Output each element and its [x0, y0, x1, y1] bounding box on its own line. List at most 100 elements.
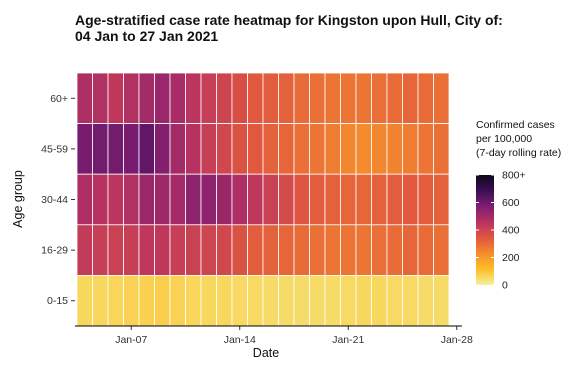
legend-title-line-2: per 100,000: [476, 133, 532, 145]
heatmap-cell: [355, 72, 372, 124]
heatmap-cell: [309, 224, 326, 276]
heatmap-cell: [386, 224, 403, 276]
heatmap-cell: [154, 123, 171, 175]
heatmap-cell: [293, 274, 310, 327]
heatmap-cell: [123, 224, 140, 276]
heatmap-cell: [231, 123, 248, 175]
heatmap-cell: [123, 72, 140, 124]
heatmap-cell: [138, 72, 155, 124]
heatmap-cell: [169, 224, 186, 276]
heatmap-cell: [247, 72, 264, 124]
y-axis: 60+ 45-59 30-44 16-29 0-15: [41, 93, 75, 307]
heatmap-cell: [200, 274, 217, 327]
heatmap-cell: [402, 123, 419, 175]
heatmap-cell: [386, 123, 403, 175]
heatmap-cell: [76, 274, 93, 327]
heatmap-cell: [76, 123, 93, 175]
heatmap-cell: [278, 173, 295, 226]
heatmap-cell: [200, 123, 217, 175]
heatmap-cell: [262, 173, 279, 226]
heatmap-cell: [371, 274, 388, 327]
heatmap-cell: [324, 274, 341, 327]
heatmap-cell: [200, 72, 217, 124]
heatmap-cell: [107, 72, 124, 124]
heatmap-cell: [247, 173, 264, 226]
x-tick-label: Jan-07: [115, 334, 147, 346]
heatmap-cell: [123, 274, 140, 327]
heatmap-cell: [293, 72, 310, 124]
heatmap-cell: [309, 123, 326, 175]
heatmap-cell: [371, 224, 388, 276]
heatmap-cell: [107, 173, 124, 226]
heatmap-cell: [417, 123, 434, 175]
heatmap-cell: [309, 173, 326, 226]
heatmap-cell: [107, 224, 124, 276]
heatmap-cell: [340, 123, 357, 175]
legend-tick-label: 800+: [502, 170, 526, 182]
heatmap-cell: [247, 224, 264, 276]
heatmap-cell: [371, 173, 388, 226]
heatmap-cell: [169, 173, 186, 226]
heatmap-cell: [386, 274, 403, 327]
heatmap-cell: [76, 72, 93, 124]
heatmap-cell: [355, 224, 372, 276]
heatmap-cell: [402, 72, 419, 124]
heatmap-cell: [185, 274, 202, 327]
chart-title-line-1: Age-stratified case rate heatmap for Kin…: [75, 12, 503, 28]
heatmap-cell: [386, 72, 403, 124]
heatmap-cell: [169, 274, 186, 327]
heatmap-cell: [92, 72, 109, 124]
x-axis-title: Date: [253, 346, 279, 360]
heatmap-cell: [185, 72, 202, 124]
heatmap-cell: [154, 274, 171, 327]
chart-title-line-2: 04 Jan to 27 Jan 2021: [75, 28, 218, 44]
heatmap-cell: [123, 123, 140, 175]
legend-color-bar: [476, 175, 494, 285]
legend-tick-label: 200: [502, 252, 520, 264]
heatmap-cell: [185, 173, 202, 226]
heatmap-cell: [433, 274, 450, 327]
heatmap-cell: [231, 173, 248, 226]
y-tick-label: 30-44: [41, 194, 68, 206]
heatmap-cell: [185, 224, 202, 276]
heatmap-cell: [138, 123, 155, 175]
heatmap-cell: [417, 224, 434, 276]
heatmap-cell: [169, 72, 186, 124]
heatmap-cell: [92, 173, 109, 226]
legend-tick-label: 0: [502, 280, 508, 292]
heatmap-cell: [76, 173, 93, 226]
heatmap-cell: [433, 72, 450, 124]
heatmap-cell: [231, 72, 248, 124]
heatmap-cell: [340, 224, 357, 276]
heatmap-cell: [324, 72, 341, 124]
legend-tick-label: 400: [502, 225, 520, 237]
x-tick-label: Jan-21: [332, 334, 364, 346]
heatmap-cell: [138, 224, 155, 276]
x-axis: Jan-07 Jan-14 Jan-21 Jan-28: [115, 326, 473, 346]
heatmap-cell: [433, 224, 450, 276]
heatmap-cell: [340, 72, 357, 124]
y-tick-label: 0-15: [47, 295, 68, 307]
heatmap-cell: [293, 173, 310, 226]
heatmap-cell: [216, 274, 233, 327]
y-tick-label: 45-59: [41, 143, 68, 155]
heatmap-cell: [76, 224, 93, 276]
heatmap-cell: [402, 173, 419, 226]
x-tick-label: Jan-14: [224, 334, 256, 346]
heatmap-cell: [417, 274, 434, 327]
heatmap-cell: [262, 224, 279, 276]
heatmap-cell: [293, 123, 310, 175]
heatmap-cell: [185, 123, 202, 175]
heatmap-cell: [138, 173, 155, 226]
heatmap-cell: [92, 274, 109, 327]
heatmap-cell: [417, 72, 434, 124]
heatmap-cell: [231, 224, 248, 276]
heatmap-cell: [371, 123, 388, 175]
heatmap-cell: [278, 72, 295, 124]
heatmap-cell: [402, 274, 419, 327]
heatmap-cell: [231, 274, 248, 327]
heatmap-cell: [107, 274, 124, 327]
heatmap-cell: [92, 123, 109, 175]
heatmap-cell: [278, 123, 295, 175]
